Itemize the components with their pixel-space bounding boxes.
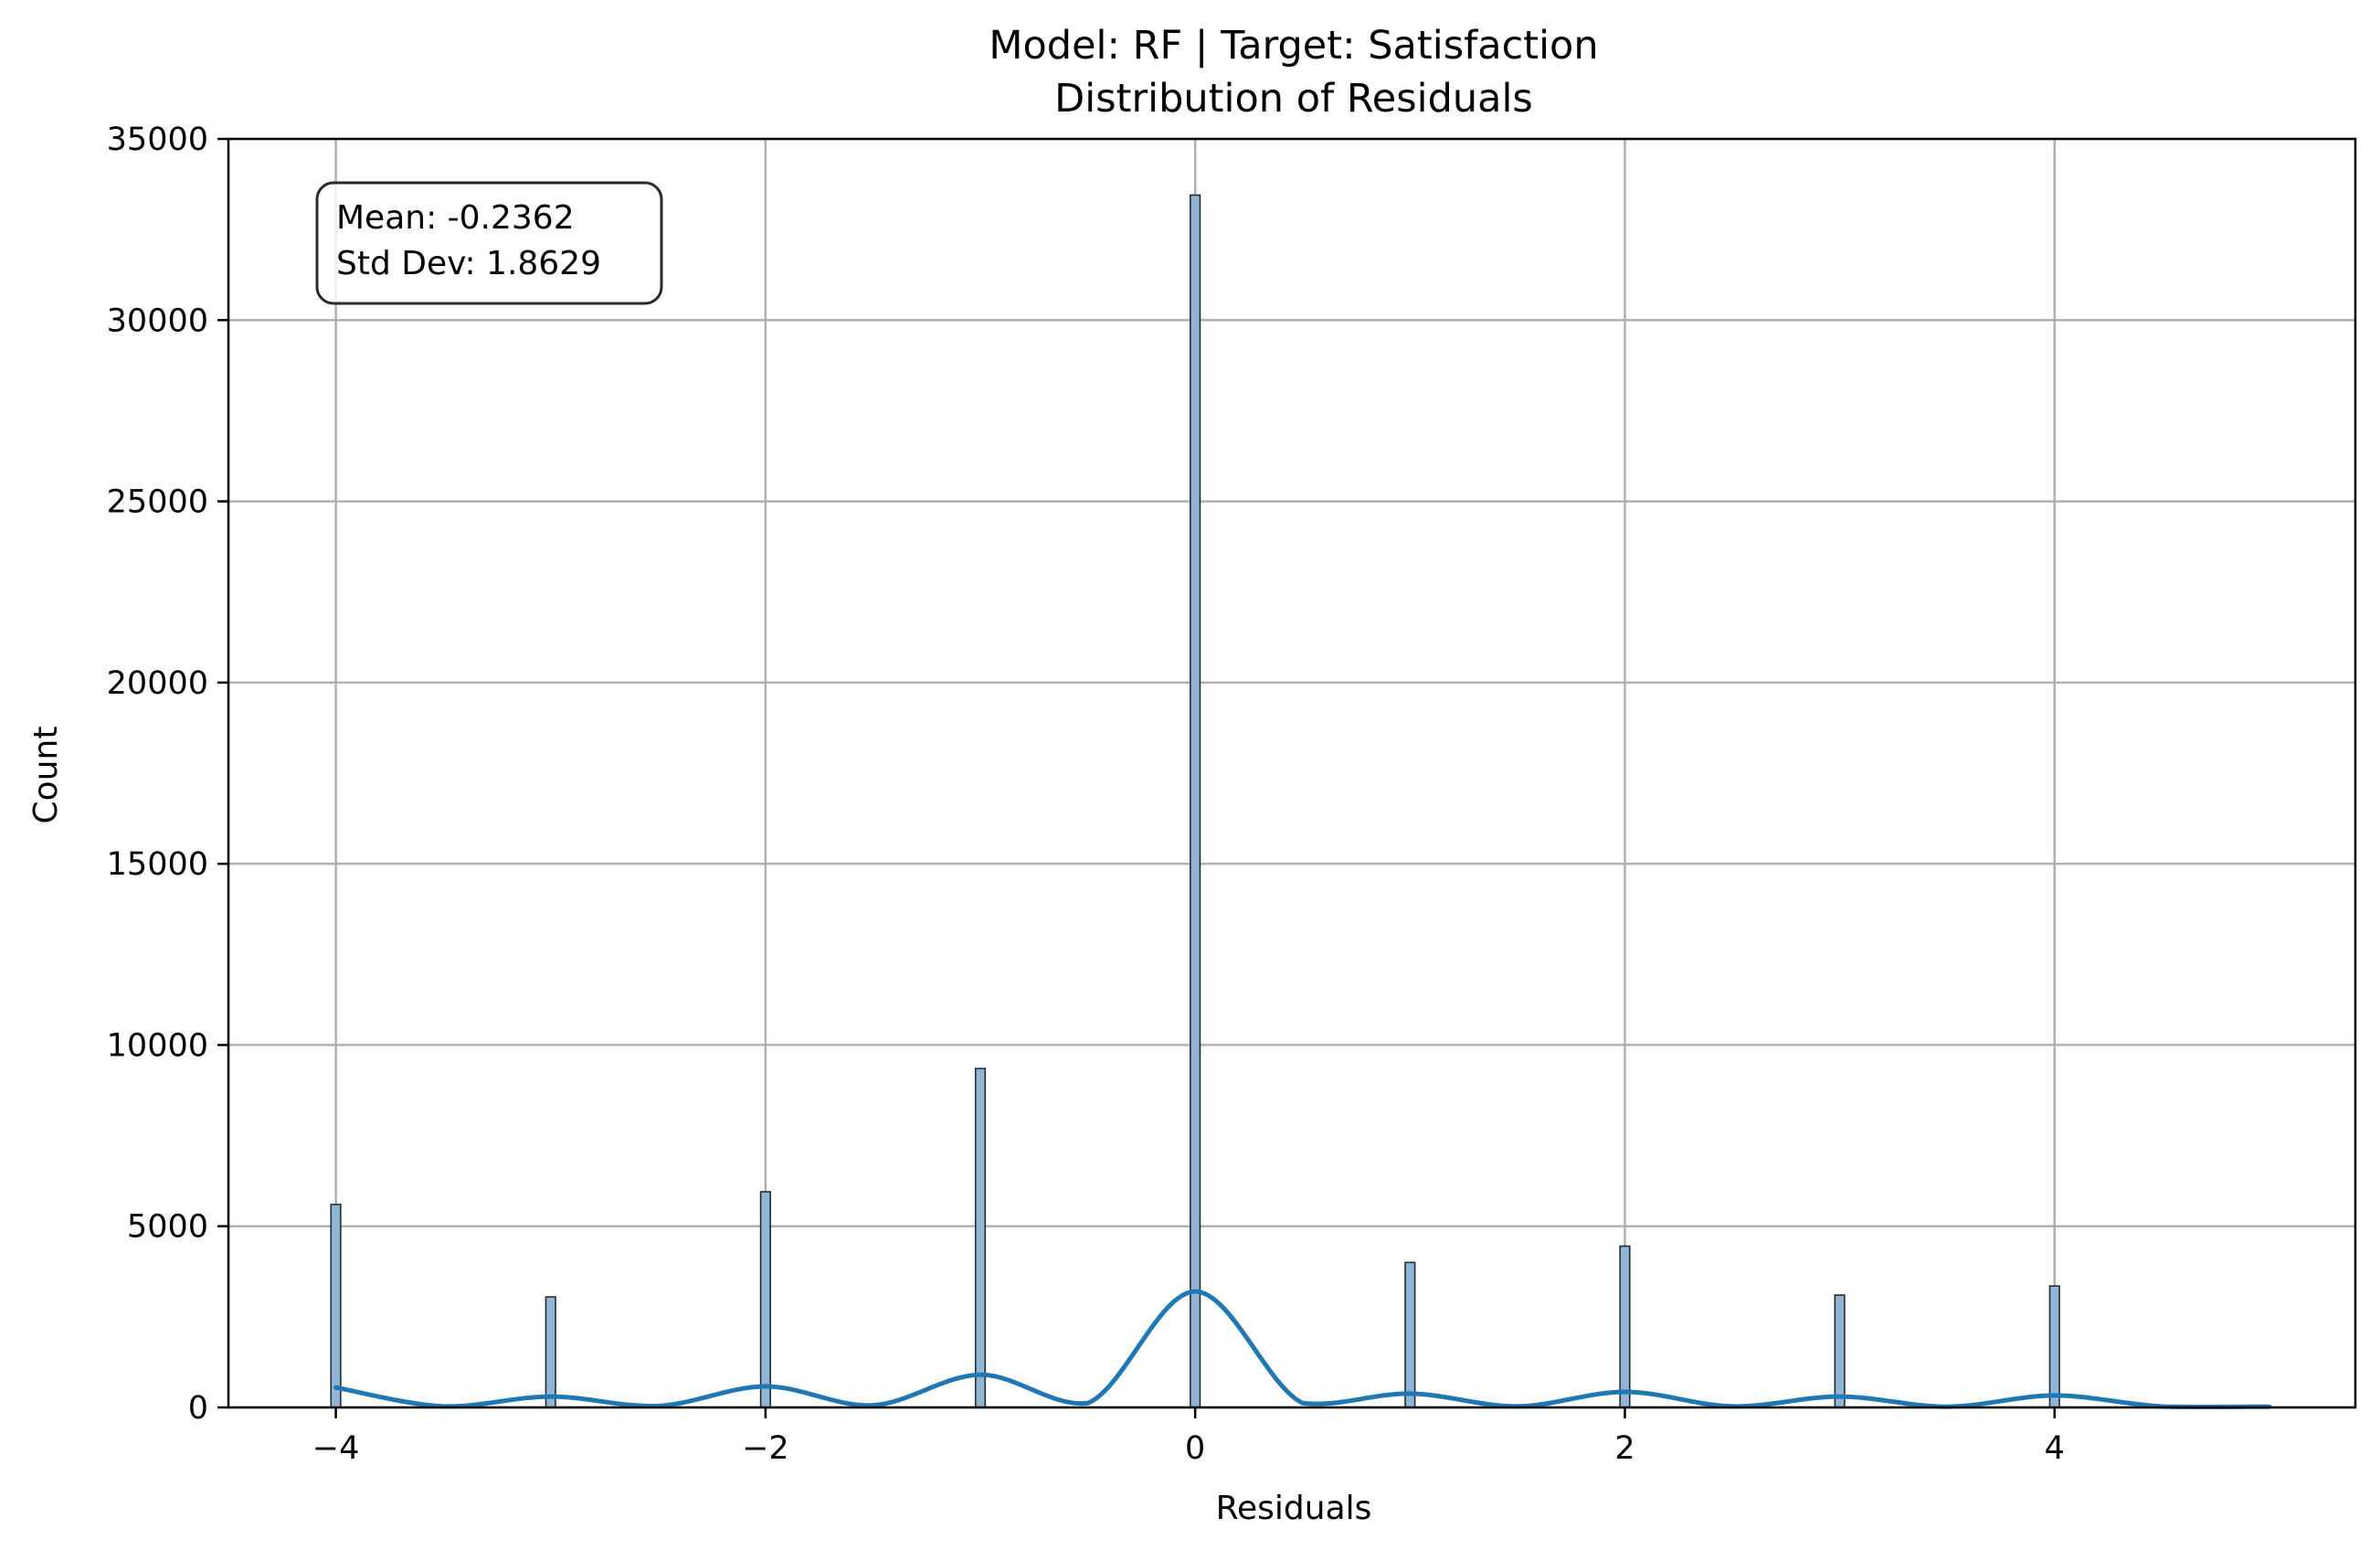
x-axis-label: Residuals [1216,1490,1372,1527]
histogram-bar [974,1067,987,1408]
y-tick-label: 35000 [107,122,208,158]
chart-title: Model: RF | Target: Satisfaction [989,23,1598,69]
histogram-bars [330,194,2060,1408]
x-tick-label: 4 [2045,1430,2065,1467]
y-tick-label: 20000 [107,665,208,702]
stats-box-frame [315,181,663,305]
y-axis-ticks: 0 5000 10000 15000 20000 25000 30000 35000 [107,122,228,1427]
histogram-bar [1190,194,1201,1408]
x-tick-label: 2 [1614,1430,1634,1467]
y-tick-label: 25000 [107,484,208,521]
stats-std-text: Std Dev: 1.8629 [336,245,601,282]
x-tick-label: −2 [742,1430,789,1467]
plot-area-frame [227,137,2357,1409]
histogram-bar [545,1296,556,1408]
y-tick-label: 5000 [127,1209,208,1246]
histogram-bar [2048,1285,2060,1408]
x-axis-ticks: −4 −2 0 2 4 [312,1407,2065,1467]
y-axis-label: Count [27,727,65,824]
x-tick-label: −4 [312,1430,360,1467]
x-tick-label: 0 [1185,1430,1205,1467]
histogram-bar [330,1204,342,1408]
y-tick-label: 30000 [107,303,208,339]
stats-box: Mean: -0.2362 Std Dev: 1.8629 [315,181,663,305]
chart-subtitle: Distribution of Residuals [1054,76,1533,122]
y-tick-label: 10000 [107,1027,208,1064]
histogram-bar [1619,1245,1631,1408]
stats-mean-text: Mean: -0.2362 [336,199,575,237]
y-tick-label: 15000 [107,846,208,883]
y-tick-label: 0 [188,1390,208,1427]
histogram-bar [759,1191,771,1408]
histogram-bar [1834,1294,1846,1408]
histogram-bar [1404,1261,1416,1408]
